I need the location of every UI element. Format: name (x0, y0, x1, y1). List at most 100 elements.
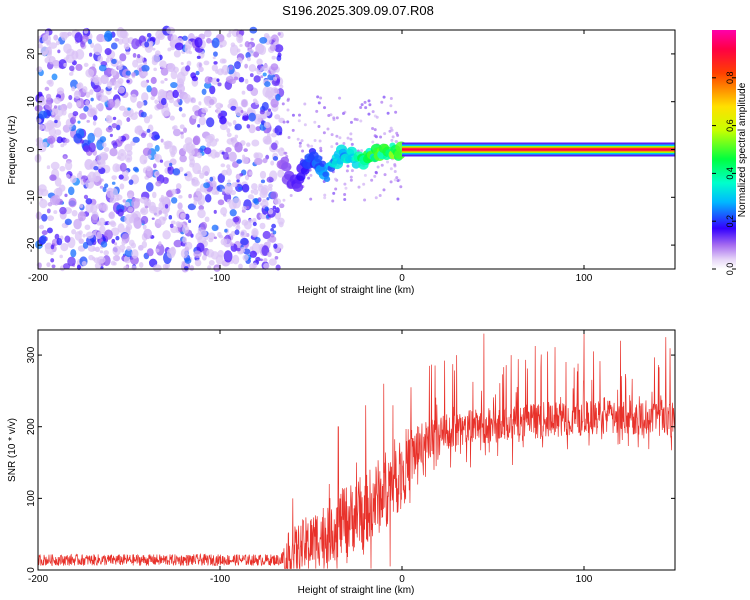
x-tick-label: -200 (28, 574, 48, 585)
heatmap-cell (262, 72, 267, 77)
heatmap-cell (261, 245, 270, 257)
heatmap-cell (349, 120, 353, 124)
heatmap-cell (246, 83, 254, 92)
heatmap-cell (110, 188, 119, 199)
heatmap-cell (191, 75, 198, 82)
heatmap-cell (75, 63, 83, 72)
heatmap-cell (92, 115, 98, 121)
heatmap-cell (230, 230, 236, 237)
heatmap-cell (128, 216, 135, 224)
colorbar-tick-label: 0.4 (725, 167, 735, 180)
heatmap-cell (317, 125, 321, 129)
heatmap-cell (274, 210, 282, 220)
heatmap-cell (98, 167, 106, 175)
heatmap-cell (108, 221, 112, 225)
heatmap-cell (292, 182, 304, 193)
heatmap-cell (367, 99, 371, 103)
heatmap-cell (289, 194, 293, 198)
heatmap-cell (229, 44, 239, 56)
heatmap-cell (125, 153, 133, 163)
heatmap-cell (80, 41, 86, 48)
heatmap-cell (196, 242, 205, 253)
heatmap-cell (119, 183, 125, 190)
heatmap-cell (204, 193, 212, 203)
heatmap-cell (151, 191, 157, 199)
heatmap-cell (374, 196, 378, 200)
heatmap-cell (154, 144, 160, 152)
heatmap-cell (125, 223, 133, 231)
spectrogram-x-axis: -200 -100 0 100 (28, 30, 593, 284)
heatmap-cell (159, 159, 164, 163)
heatmap-cell (260, 75, 264, 79)
heatmap-cell (110, 227, 120, 236)
heatmap-cell (209, 98, 215, 106)
x-tick-label: -200 (28, 273, 48, 284)
heatmap-cell (170, 81, 178, 89)
heatmap-cell (171, 188, 177, 195)
heatmap-cell (158, 210, 163, 215)
snr-panel: -200 -100 0 100 0 100 200 300 Height of straig… (7, 329, 676, 596)
heatmap-cell (182, 143, 191, 152)
heatmap-cell (117, 77, 124, 85)
heatmap-cell (115, 98, 120, 105)
heatmap-cell (326, 127, 330, 131)
heatmap-cell (112, 116, 117, 121)
heatmap-cell (204, 216, 210, 223)
x-tick-label: -100 (210, 273, 230, 284)
heatmap-cell (246, 142, 251, 147)
heatmap-cell (99, 136, 107, 143)
heatmap-cell (111, 58, 117, 65)
heatmap-cell (393, 178, 397, 182)
heatmap-cell (163, 209, 167, 214)
heatmap-cell (55, 104, 65, 117)
heatmap-cell (346, 146, 357, 156)
heatmap-cell (229, 209, 237, 217)
heatmap-cell (158, 241, 162, 247)
heatmap-cell (87, 38, 93, 45)
heatmap-cell (334, 187, 338, 191)
heatmap-cell (278, 221, 284, 228)
heatmap-cell (160, 97, 167, 106)
heatmap-cell (162, 263, 169, 270)
heatmap-cell (230, 105, 237, 111)
heatmap-cell (256, 69, 262, 75)
heatmap-cell (260, 179, 266, 184)
heatmap-cell (66, 102, 73, 109)
heatmap-cell (263, 137, 272, 145)
heatmap-cell (134, 125, 143, 135)
heatmap-cell (194, 259, 202, 267)
heatmap-cell (259, 222, 266, 230)
heatmap-cell (268, 186, 273, 192)
heatmap-cell (228, 65, 234, 70)
heatmap-cell (219, 123, 228, 131)
colorbar-tick-label: 0.0 (725, 263, 735, 276)
heatmap-cell (177, 222, 183, 228)
heatmap-cell (226, 164, 231, 169)
heatmap-cell (172, 168, 181, 176)
heatmap-cell (170, 150, 176, 158)
heatmap-cell (270, 63, 279, 71)
heatmap-cell (139, 196, 148, 204)
heatmap-cell (155, 243, 165, 256)
heatmap-cell (172, 89, 179, 99)
heatmap-cell (152, 47, 156, 51)
heatmap-cell (114, 37, 120, 42)
heatmap-cell (87, 108, 97, 118)
heatmap-cell (53, 105, 58, 109)
heatmap-cell (193, 200, 198, 206)
heatmap-cell (126, 117, 131, 122)
heatmap-cell (338, 96, 342, 100)
heatmap-cell (167, 47, 172, 52)
heatmap-cell (99, 185, 104, 189)
heatmap-cell (169, 115, 175, 121)
heatmap-cell (183, 127, 188, 133)
heatmap-cell (248, 64, 257, 72)
snr-line-series (37, 333, 676, 569)
heatmap-cell (297, 119, 301, 123)
heatmap-cell (92, 171, 101, 183)
heatmap-cell (346, 136, 350, 140)
heatmap-cell (314, 155, 323, 163)
heatmap-cell (132, 59, 139, 68)
heatmap-cell (323, 176, 331, 182)
heatmap-cell (118, 135, 122, 141)
